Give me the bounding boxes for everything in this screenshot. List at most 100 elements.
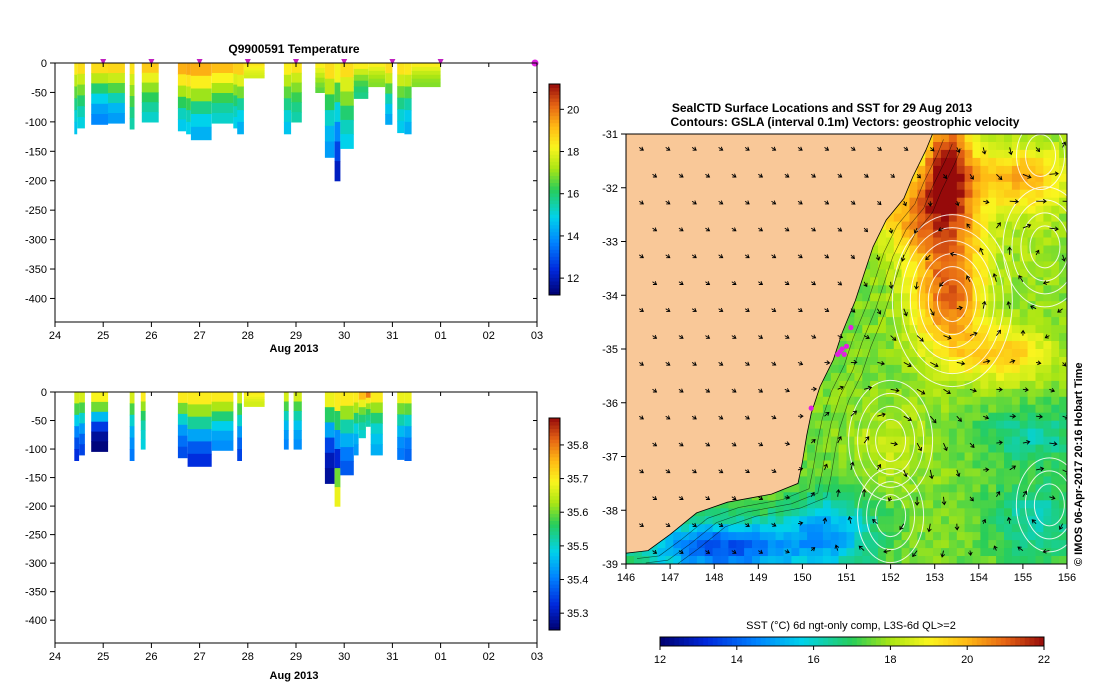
sst-cell — [854, 341, 863, 350]
sst-cell — [1035, 540, 1044, 549]
colorbar-segment — [549, 193, 560, 198]
sst-cell — [854, 325, 863, 334]
velocity-vector — [691, 200, 697, 205]
sst-cell — [964, 237, 974, 247]
velocity-vector — [888, 281, 894, 290]
sst-cell — [1051, 476, 1060, 485]
temperature-cell — [190, 126, 212, 141]
sst-cell — [917, 285, 926, 294]
temperature-cell — [283, 63, 292, 76]
sst-cell — [1027, 516, 1037, 525]
sst-cell — [846, 540, 855, 549]
sst-cell — [972, 221, 981, 231]
temperature-cell — [340, 134, 354, 149]
sst-cell — [1011, 349, 1021, 358]
sst-cell — [665, 556, 674, 564]
salinity-cell — [340, 419, 354, 434]
sst-cell — [830, 372, 840, 382]
sst-cell — [689, 556, 698, 564]
sst-cell — [909, 189, 918, 199]
sst-cell — [807, 516, 816, 525]
sst-cell — [933, 500, 942, 509]
sst-cell — [689, 532, 698, 541]
colorbar-segment — [549, 182, 560, 187]
sst-cell — [941, 508, 950, 517]
sst-cell — [956, 388, 966, 398]
sst-cell — [909, 436, 918, 446]
sst-cell — [870, 245, 879, 255]
temperature-cell — [334, 102, 341, 123]
sst-cell — [1051, 516, 1060, 525]
sst-cell — [956, 173, 966, 183]
sst-colorbar-segment — [852, 637, 858, 646]
sst-cell — [996, 189, 1005, 199]
map-y-tick-label: -39 — [602, 559, 618, 571]
sst-cell — [988, 317, 997, 326]
sst-colorbar-segment — [664, 637, 671, 646]
sst-cell — [941, 404, 950, 414]
map-title: SealCTD Surface Locations and SST for 29… — [672, 101, 973, 115]
sst-cell — [1051, 364, 1060, 374]
colorbar-segment — [549, 520, 560, 525]
sst-cell — [1019, 420, 1029, 430]
sst-cell — [917, 317, 926, 326]
sst-cell — [830, 484, 840, 493]
sst-cell — [901, 221, 911, 231]
sst-cell — [925, 293, 934, 302]
velocity-vector — [940, 550, 946, 558]
sst-cell — [893, 492, 903, 501]
sst-cell — [1035, 500, 1044, 509]
sst-cell — [1059, 500, 1067, 509]
sst-cell — [1051, 508, 1060, 517]
sst-cell — [956, 492, 966, 501]
sst-cell — [941, 349, 950, 358]
sst-cell — [885, 357, 895, 366]
temperature-cell — [404, 121, 412, 135]
sst-cell — [1051, 277, 1060, 286]
sst-cell — [1019, 388, 1029, 398]
salinity-cell — [397, 425, 405, 438]
sst-cell — [972, 333, 981, 342]
x-tick-label: 03 — [531, 651, 543, 663]
velocity-vector — [1042, 548, 1050, 554]
y-tick-label: -350 — [25, 264, 47, 276]
sst-cell — [1051, 237, 1060, 247]
sst-cell — [980, 540, 989, 549]
sst-cell — [988, 357, 997, 366]
y-tick-label: -150 — [25, 473, 47, 485]
sst-cell — [901, 428, 911, 438]
sst-cell — [878, 524, 887, 533]
sst-cell — [972, 540, 981, 549]
salinity-cell — [324, 468, 335, 484]
sst-cell — [885, 380, 895, 390]
sst-cell — [956, 484, 966, 493]
velocity-vector — [929, 308, 935, 316]
sst-cell — [972, 412, 981, 422]
sst-cell — [941, 181, 950, 191]
sst-cell — [948, 173, 958, 183]
sst-cell — [941, 428, 950, 438]
sst-cell — [815, 468, 824, 477]
salinity-cell — [283, 392, 289, 403]
sst-cell — [1027, 142, 1037, 151]
sst-cell — [830, 548, 840, 557]
sst-cell — [1011, 444, 1021, 454]
sst-cell — [878, 540, 887, 549]
sst-cell — [901, 556, 911, 564]
sst-cell — [948, 189, 958, 199]
x-tick-label: 30 — [338, 651, 350, 663]
sst-cell — [1004, 301, 1013, 310]
gsla-contour — [1020, 212, 1067, 282]
sst-cell — [1043, 468, 1052, 477]
sst-cell — [933, 404, 942, 414]
colorbar-segment — [549, 249, 560, 254]
sst-cell — [1035, 341, 1044, 350]
temperature-cell — [353, 92, 369, 99]
sst-cell — [996, 165, 1005, 175]
sst-cell — [1019, 484, 1029, 493]
sst-cell — [885, 476, 895, 485]
sst-cell — [799, 540, 808, 549]
sst-cell — [815, 444, 824, 454]
temperature-cell — [385, 63, 393, 74]
colorbar-segment — [549, 129, 560, 134]
